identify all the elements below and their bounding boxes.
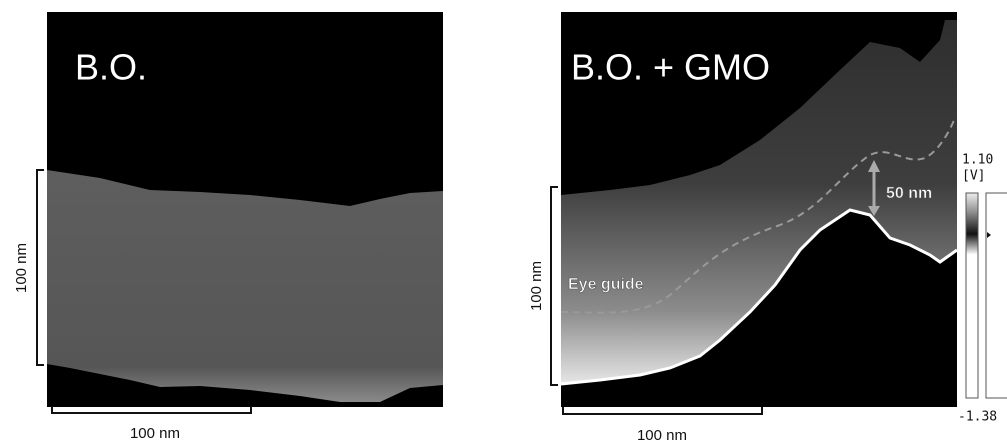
annotation: 50 nm <box>886 185 932 202</box>
edge <box>560 208 958 386</box>
colorbar-unit: [V] <box>962 169 985 184</box>
colorbar-marker <box>987 232 991 238</box>
scale-bar <box>36 169 252 414</box>
annotation: Eye guide <box>568 276 644 293</box>
colorbar <box>965 192 979 399</box>
sample-band <box>561 20 957 384</box>
scale-label: 100 nm <box>528 261 545 311</box>
height-arrow <box>868 160 880 216</box>
scale-label: 100 nm <box>13 243 30 293</box>
scale-label: 100 nm <box>130 425 180 442</box>
colorbar-max: 1.10 <box>962 153 993 168</box>
colorbar-min: -1.38 <box>958 410 997 425</box>
panel-title: B.O. <box>75 47 147 88</box>
scale-bar <box>550 186 763 415</box>
sample-band <box>47 170 443 402</box>
scale-label: 100 nm <box>637 427 687 443</box>
panel-title: B.O. + GMO <box>571 47 770 88</box>
colorbar-frame <box>985 192 1007 399</box>
